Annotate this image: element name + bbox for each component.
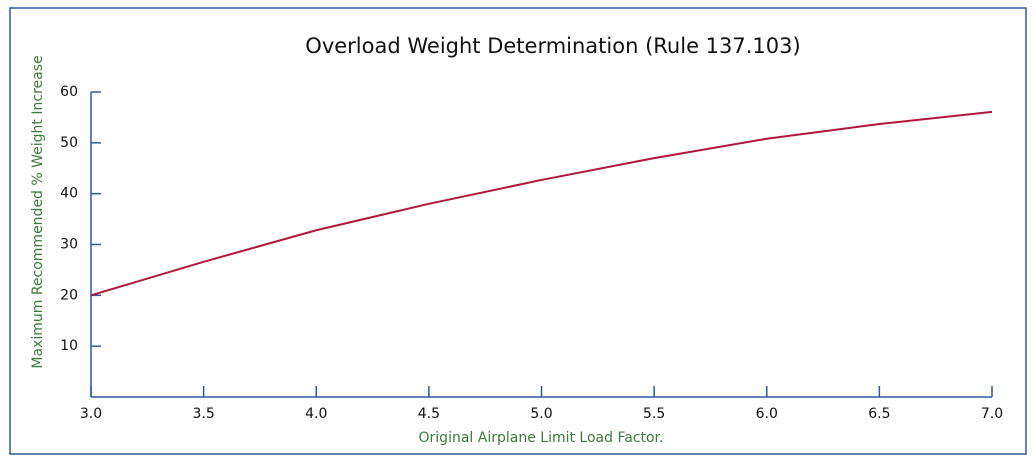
x-tick-label: 4.0 xyxy=(305,406,327,422)
x-tick-label: 5.0 xyxy=(530,406,552,422)
chart-title: Overload Weight Determination (Rule 137.… xyxy=(305,34,800,58)
x-tick-label: 7.0 xyxy=(981,406,1003,422)
x-tick-label: 6.5 xyxy=(868,406,890,422)
y-tick-label: 60 xyxy=(60,84,78,100)
y-tick-label: 20 xyxy=(60,287,78,303)
y-tick-label: 40 xyxy=(60,186,78,202)
y-tick-label: 10 xyxy=(60,338,78,354)
y-tick-label: 50 xyxy=(60,135,78,151)
x-tick-label: 3.5 xyxy=(192,406,214,422)
x-tick-label: 3.0 xyxy=(80,406,102,422)
y-axis-label: Maximum Recommended % Weight Increase xyxy=(30,55,46,368)
data-line xyxy=(90,110,993,297)
frame xyxy=(9,7,1027,455)
y-tick-label: 30 xyxy=(60,237,78,253)
x-tick-label: 5.5 xyxy=(643,406,665,422)
x-tick-label: 6.0 xyxy=(756,406,778,422)
x-tick-label: 4.5 xyxy=(418,406,440,422)
x-axis-label: Original Airplane Limit Load Factor. xyxy=(419,430,664,446)
